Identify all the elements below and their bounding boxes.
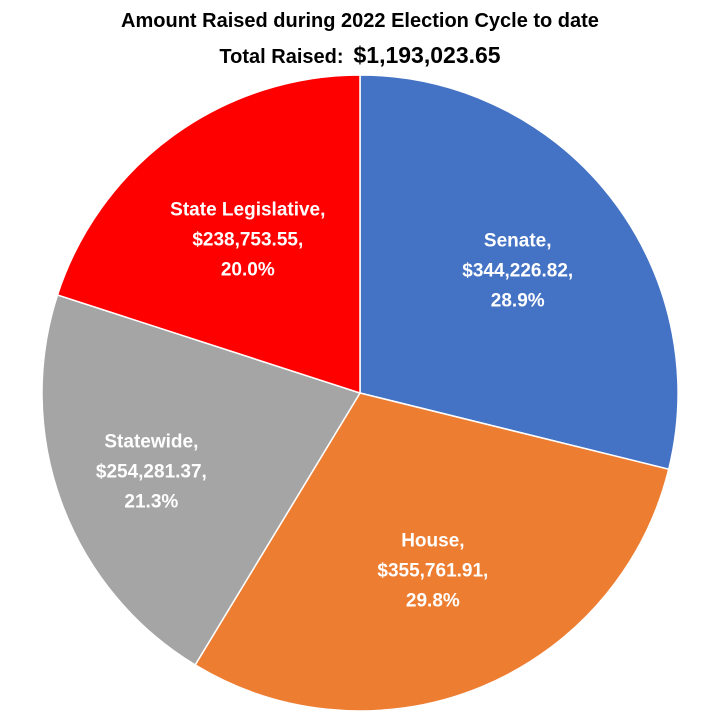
slice-name-label: Senate,	[484, 230, 552, 251]
slice-value-label: $344,226.82,	[462, 260, 573, 281]
slice-value-label: $355,761.91,	[377, 560, 488, 581]
pie-slice-statewide	[41, 294, 362, 666]
chart-title: Amount Raised during 2022 Election Cycle…	[121, 10, 599, 32]
total-raised-value: $1,193,023.65	[353, 42, 501, 68]
slice-name-label: House,	[401, 530, 464, 551]
data-label-statewide: Statewide, $254,281.37, 21.3%	[96, 432, 207, 513]
slice-percent-label: 21.3%	[124, 492, 178, 513]
slice-value-label: $238,753.55,	[192, 230, 303, 251]
total-raised-label: Total Raised:	[219, 46, 344, 68]
total-raised: Total Raised: $1,193,023.65	[0, 42, 720, 69]
pie-slice-senate	[359, 74, 679, 471]
data-label-house: House, $355,761.91, 29.8%	[377, 530, 488, 611]
slice-name-label: Statewide,	[104, 432, 198, 453]
slice-value-label: $254,281.37,	[96, 462, 207, 483]
slice-name-label: State Legislative,	[170, 200, 325, 221]
slice-percent-label: 20.0%	[221, 260, 275, 281]
slice-percent-label: 29.8%	[406, 590, 460, 611]
pie-slice-house	[194, 392, 670, 712]
data-label-senate: Senate, $344,226.82, 28.9%	[462, 230, 573, 311]
slice-percent-label: 28.9%	[491, 290, 545, 311]
pie-slice-state-legislative	[56, 74, 361, 395]
data-label-state-legislative: State Legislative, $238,753.55, 20.0%	[170, 200, 325, 281]
